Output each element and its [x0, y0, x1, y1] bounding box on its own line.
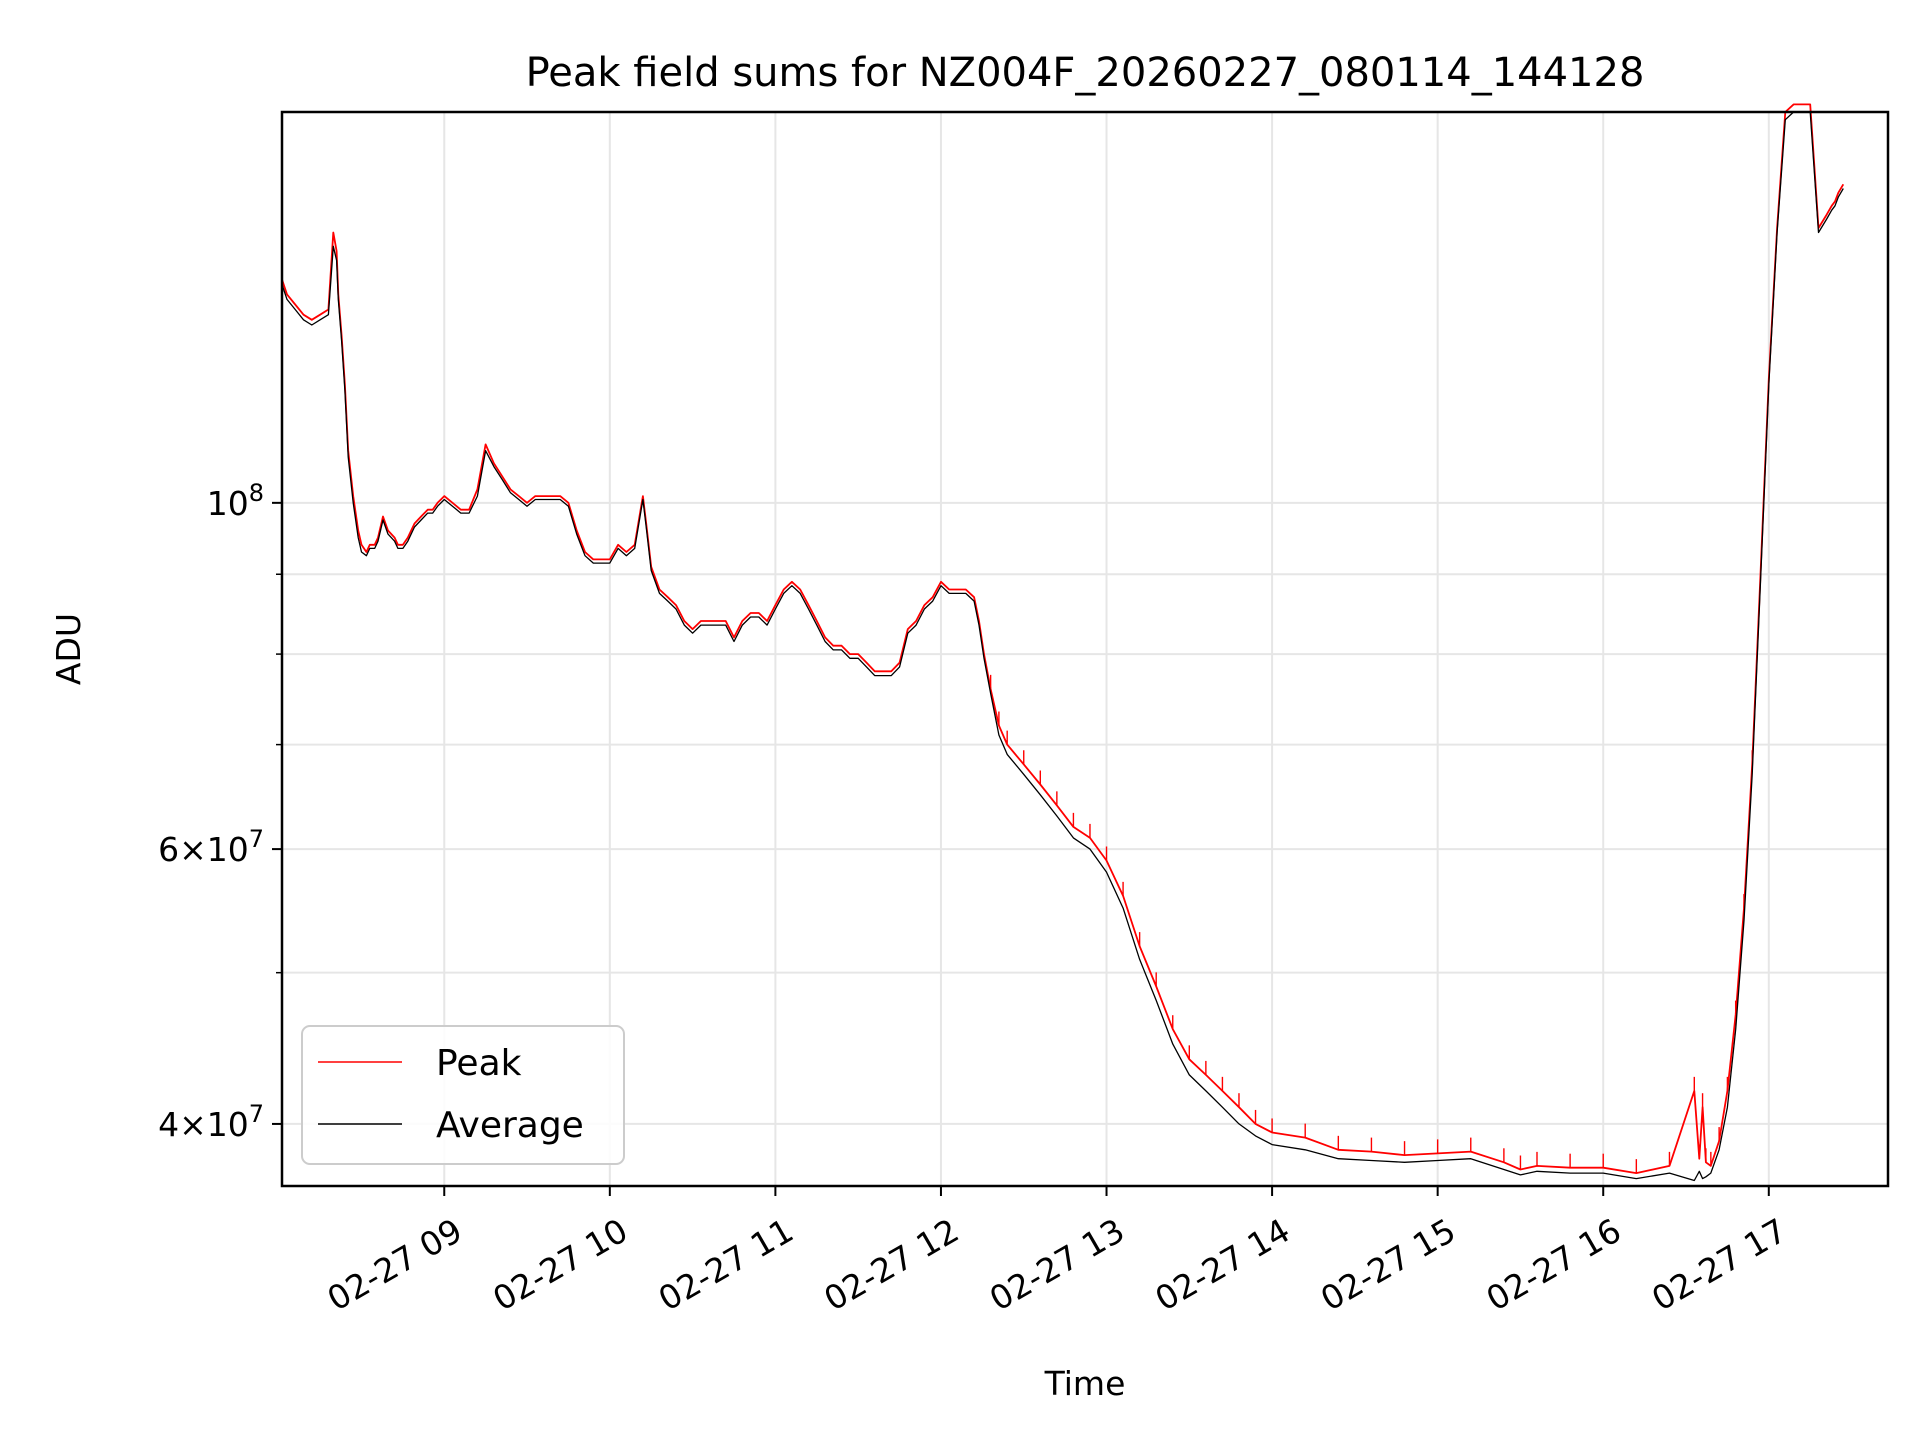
plot-frame [280, 110, 1890, 1188]
y-axis-label: ADU [49, 613, 88, 685]
y-tick-label: 4×107 [158, 1100, 264, 1144]
y-axis-ticks: 4×107 6×107 108 [158, 479, 282, 1144]
series-line-average [281, 111, 1844, 1182]
series-layer [281, 103, 1845, 1182]
y-tick-label: 108 [207, 479, 264, 523]
legend-label-peak: Peak [436, 1043, 522, 1084]
legend: Peak Average [301, 1025, 625, 1165]
grid-layer [282, 112, 1888, 1186]
y-tick-label: 6×107 [158, 825, 264, 869]
series-line-peak [281, 103, 1845, 1174]
chart-title: Peak field sums for NZ004F_20260227_0801… [526, 50, 1645, 96]
legend-box [301, 1025, 625, 1165]
legend-label-average: Average [436, 1105, 584, 1146]
x-axis-label: Time [1044, 1364, 1126, 1403]
